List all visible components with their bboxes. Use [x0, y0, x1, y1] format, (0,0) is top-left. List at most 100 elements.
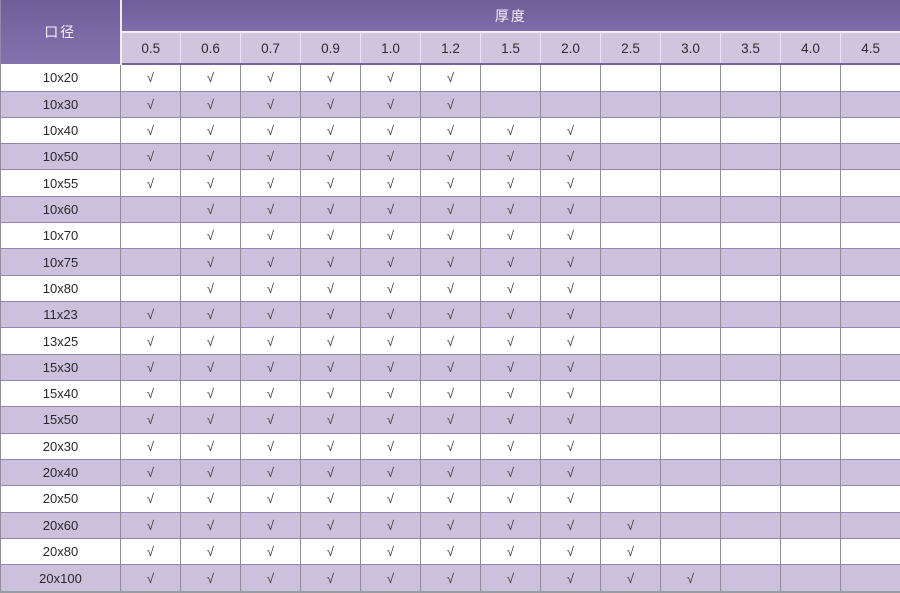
check-cell: √	[180, 564, 241, 592]
check-cell: √	[540, 143, 601, 170]
check-cell: √	[300, 90, 361, 118]
check-cell: √	[240, 90, 301, 118]
check-cell: √	[480, 353, 541, 381]
table-row: 20x60 √ √ √ √ √ √ √ √ √	[0, 511, 900, 539]
empty-cell	[720, 485, 781, 513]
check-cell: √	[300, 143, 361, 170]
empty-cell	[600, 485, 661, 513]
table-row: 20x80 √ √ √ √ √ √ √ √ √	[0, 537, 900, 565]
empty-cell	[780, 511, 841, 539]
check-cell: √	[180, 143, 241, 170]
check-cell: √	[420, 379, 481, 407]
size-label: 10x40	[0, 116, 121, 144]
check-cell: √	[240, 248, 301, 276]
check-cell: √	[420, 537, 481, 565]
empty-cell	[839, 248, 900, 276]
check-cell: √	[420, 222, 481, 249]
check-cell: √	[360, 458, 421, 486]
size-label: 20x100	[0, 564, 121, 592]
empty-cell	[780, 195, 841, 223]
check-cell: √	[240, 511, 301, 539]
check-cell: √	[240, 169, 301, 197]
size-label: 10x75	[0, 248, 121, 276]
check-cell: √	[540, 169, 601, 197]
table-row: 11x23 √ √ √ √ √ √ √ √	[0, 301, 900, 328]
check-cell: √	[180, 537, 241, 565]
size-label: 10x70	[0, 222, 121, 249]
check-cell: √	[420, 432, 481, 460]
table-row: 20x50 √ √ √ √ √ √ √ √	[0, 485, 900, 513]
check-cell: √	[540, 485, 601, 513]
empty-cell	[600, 432, 661, 460]
check-cell: √	[540, 116, 601, 144]
check-cell: √	[180, 274, 241, 302]
size-label: 20x80	[0, 537, 121, 565]
empty-cell	[120, 222, 181, 249]
thickness-column-header: 1.2	[420, 31, 481, 65]
check-cell: √	[300, 195, 361, 223]
check-cell: √	[240, 458, 301, 486]
check-cell: √	[300, 537, 361, 565]
empty-cell	[600, 90, 661, 118]
empty-cell	[600, 116, 661, 144]
check-cell: √	[240, 406, 301, 434]
check-cell: √	[420, 406, 481, 434]
empty-cell	[480, 90, 541, 118]
empty-cell	[839, 64, 900, 92]
empty-cell	[720, 169, 781, 197]
check-cell: √	[360, 222, 421, 249]
empty-cell	[780, 432, 841, 460]
check-cell: √	[120, 327, 181, 355]
empty-cell	[660, 90, 721, 118]
check-cell: √	[360, 301, 421, 328]
check-cell: √	[300, 327, 361, 355]
check-cell: √	[180, 458, 241, 486]
check-cell: √	[300, 379, 361, 407]
table-row: 20x40 √ √ √ √ √ √ √ √	[0, 458, 900, 486]
check-cell: √	[540, 353, 601, 381]
empty-cell	[839, 379, 900, 407]
empty-cell	[660, 195, 721, 223]
table-row: 10x30 √ √ √ √ √ √	[0, 90, 900, 118]
empty-cell	[720, 353, 781, 381]
empty-cell	[600, 327, 661, 355]
check-cell: √	[300, 458, 361, 486]
empty-cell	[839, 169, 900, 197]
empty-cell	[839, 143, 900, 170]
empty-cell	[600, 458, 661, 486]
check-cell: √	[420, 143, 481, 170]
check-cell: √	[540, 511, 601, 539]
empty-cell	[839, 432, 900, 460]
check-cell: √	[300, 64, 361, 92]
check-cell: √	[180, 406, 241, 434]
table-row: 15x30 √ √ √ √ √ √ √ √	[0, 353, 900, 381]
empty-cell	[600, 353, 661, 381]
check-cell: √	[480, 458, 541, 486]
table-row: 20x100 √ √ √ √ √ √ √ √ √ √	[0, 564, 900, 592]
check-cell: √	[120, 353, 181, 381]
check-cell: √	[180, 353, 241, 381]
table-row: 10x20 √ √ √ √ √ √	[0, 64, 900, 92]
thickness-column-header: 0.7	[240, 31, 301, 65]
empty-cell	[120, 248, 181, 276]
check-cell: √	[420, 301, 481, 328]
empty-cell	[780, 274, 841, 302]
size-label: 20x50	[0, 485, 121, 513]
check-cell: √	[240, 64, 301, 92]
empty-cell	[720, 564, 781, 592]
empty-cell	[839, 274, 900, 302]
thickness-column-header: 0.5	[120, 31, 181, 65]
empty-cell	[660, 353, 721, 381]
empty-cell	[660, 432, 721, 460]
size-label: 11x23	[0, 301, 121, 328]
check-cell: √	[120, 537, 181, 565]
check-cell: √	[360, 327, 421, 355]
check-cell: √	[540, 537, 601, 565]
check-cell: √	[180, 64, 241, 92]
empty-cell	[600, 195, 661, 223]
check-cell: √	[360, 90, 421, 118]
table-row: 15x40 √ √ √ √ √ √ √ √	[0, 379, 900, 407]
check-cell: √	[300, 248, 361, 276]
thickness-column-header: 4.0	[780, 31, 841, 65]
check-cell: √	[420, 116, 481, 144]
